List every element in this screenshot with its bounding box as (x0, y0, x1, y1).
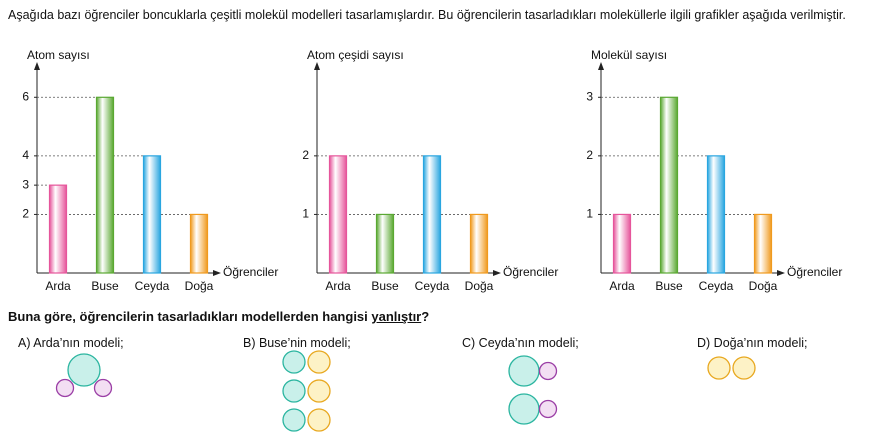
bar (328, 155, 348, 274)
bar (659, 96, 679, 274)
x-axis-arrow (493, 270, 501, 276)
atom (282, 379, 306, 403)
bar (422, 155, 442, 274)
x-axis-arrow (777, 270, 785, 276)
x-axis-label: Öğrenciler (223, 265, 278, 279)
y-tick-label: 2 (22, 207, 29, 221)
x-tick-label: Ceyda (135, 279, 170, 293)
atom (55, 378, 75, 398)
x-tick-label: Doğa (749, 279, 778, 293)
bar (753, 213, 773, 274)
atom (282, 350, 306, 374)
atom (307, 350, 331, 374)
atom (307, 379, 331, 403)
atom (538, 361, 558, 381)
y-tick-label: 4 (22, 148, 29, 162)
bar (189, 213, 209, 274)
x-axis-label: Öğrenciler (503, 265, 558, 279)
option[interactable]: C) Ceyda’nın modeli; (462, 336, 579, 350)
bar (48, 184, 68, 274)
x-tick-label: Ceyda (699, 279, 734, 293)
atom (707, 356, 731, 380)
question-text: Buna göre, öğrencilerin tasarladıkları m… (8, 309, 372, 324)
x-tick-label: Arda (325, 279, 351, 293)
atom (538, 399, 558, 419)
option[interactable]: A) Arda’nın modeli; (18, 336, 124, 350)
molecules (55, 350, 756, 432)
y-tick-label: 2 (586, 148, 593, 162)
atom (93, 378, 113, 398)
question: Buna göre, öğrencilerin tasarladıkları m… (8, 309, 429, 324)
atom (282, 408, 306, 432)
bar (142, 155, 162, 274)
question-mark: ? (421, 309, 430, 324)
x-axis-label: Öğrenciler (787, 265, 842, 279)
bar (706, 155, 726, 274)
option[interactable]: D) Doğa’nın modeli; (697, 336, 808, 350)
bar (612, 213, 632, 274)
question-emphasis: yanlıştır (371, 309, 422, 324)
y-tick-label: 6 (22, 89, 29, 103)
y-axis-label: Molekül sayısı (591, 48, 667, 62)
intro: Aşağıda bazı öğrenciler boncuklarla çeşi… (8, 8, 846, 22)
x-tick-label: Doğa (465, 279, 494, 293)
y-tick-label: 1 (586, 207, 593, 221)
y-tick-label: 3 (586, 89, 593, 103)
y-axis-label: Atom sayısı (27, 48, 90, 62)
y-tick-label: 3 (22, 177, 29, 191)
x-tick-label: Arda (609, 279, 635, 293)
x-tick-label: Buse (371, 279, 399, 293)
x-tick-label: Buse (655, 279, 683, 293)
y-axis-label: Atom çeşidi sayısı (307, 48, 404, 62)
atom (508, 355, 540, 387)
x-tick-label: Doğa (185, 279, 214, 293)
y-axis-arrow (598, 62, 604, 70)
x-axis-arrow (213, 270, 221, 276)
bar (375, 213, 395, 274)
atom (67, 353, 101, 387)
y-axis-arrow (314, 62, 320, 70)
x-tick-label: Buse (91, 279, 119, 293)
bar (469, 213, 489, 274)
x-tick-label: Arda (45, 279, 71, 293)
y-tick-label: 2 (302, 148, 309, 162)
y-tick-label: 1 (302, 207, 309, 221)
option[interactable]: B) Buse’nin modeli; (243, 336, 351, 350)
bar (95, 96, 115, 274)
y-axis-arrow (34, 62, 40, 70)
atom (732, 356, 756, 380)
atom (307, 408, 331, 432)
atom (508, 393, 540, 425)
x-tick-label: Ceyda (415, 279, 450, 293)
